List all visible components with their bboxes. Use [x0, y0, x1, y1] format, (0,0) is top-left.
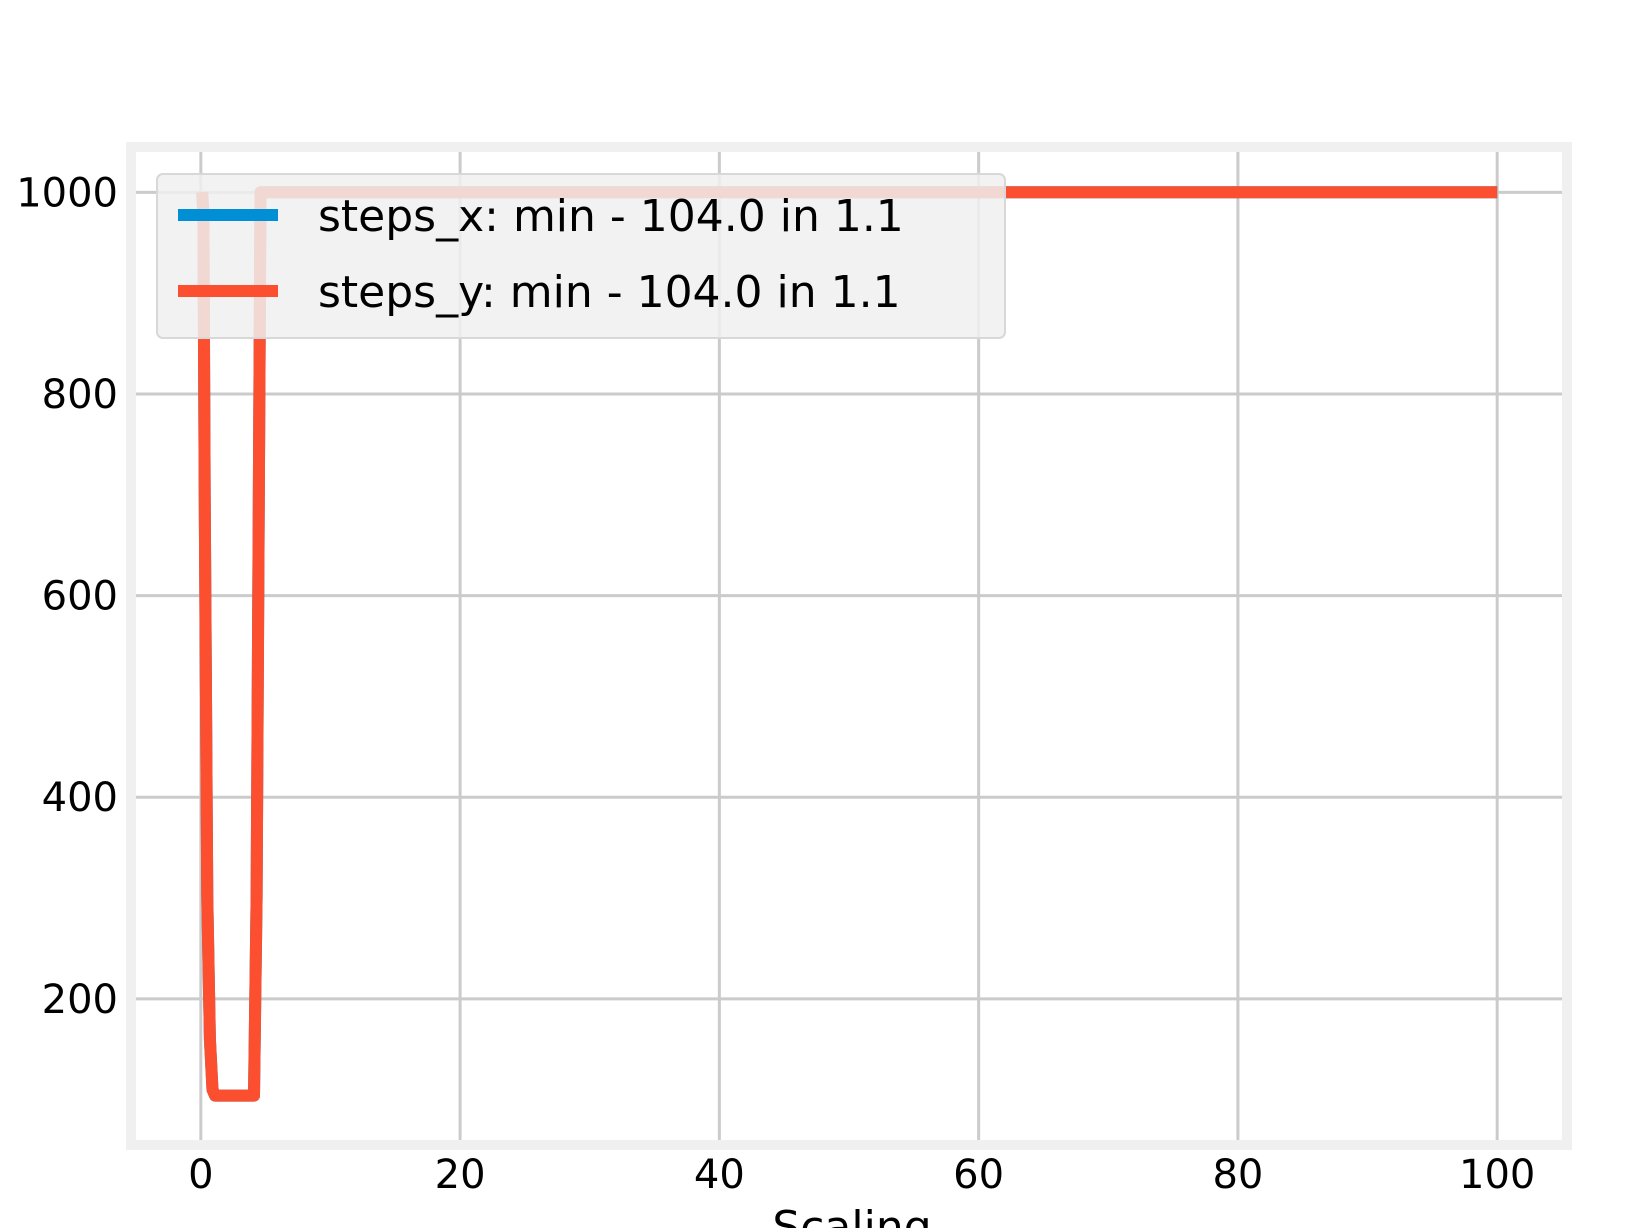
legend: steps_x: min - 104.0 in 1.1 steps_y: min…	[156, 173, 1006, 339]
y-tick-label: 800	[42, 372, 118, 418]
x-axis-title: Scaling	[772, 1202, 931, 1228]
x-tick-label: 40	[694, 1152, 745, 1198]
legend-label-steps-x: steps_x: min - 104.0 in 1.1	[318, 191, 904, 242]
y-tick-labels: 200 400 600 800 1000	[16, 170, 118, 1023]
x-tick-label: 20	[435, 1152, 486, 1198]
y-tick-label: 400	[42, 775, 118, 821]
y-tick-label: 1000	[16, 170, 118, 216]
x-tick-labels: 0 20 40 60 80 100	[188, 1152, 1535, 1198]
legend-box	[156, 173, 1006, 339]
x-tick-label: 0	[188, 1152, 213, 1198]
y-tick-label: 200	[42, 977, 118, 1023]
legend-label-steps-y: steps_y: min - 104.0 in 1.1	[318, 267, 901, 318]
y-tick-label: 600	[42, 574, 118, 620]
x-tick-label: 80	[1212, 1152, 1263, 1198]
x-tick-label: 100	[1459, 1152, 1535, 1198]
x-tick-label: 60	[953, 1152, 1004, 1198]
